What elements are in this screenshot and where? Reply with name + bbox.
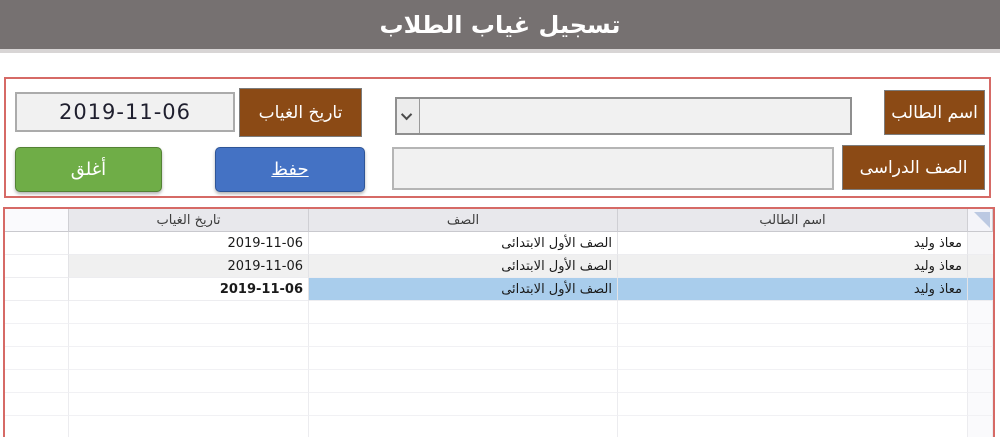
empty-row: [5, 393, 993, 416]
class-cell[interactable]: الصف الأول الابتدائى: [309, 232, 618, 255]
student-name-combobox-value: [420, 99, 850, 133]
table-row-selected[interactable]: 2019-11-06 الصف الأول الابتدائى معاذ ولي…: [5, 278, 993, 301]
empty-row: [5, 416, 993, 437]
filler-column-header: [5, 209, 69, 232]
class-cell[interactable]: الصف الأول الابتدائى: [309, 278, 618, 301]
page-title: تسجيل غياب الطلاب: [379, 10, 621, 39]
table-row[interactable]: 2019-11-06 الصف الأول الابتدائى معاذ ولي…: [5, 255, 993, 278]
student-name-cell[interactable]: معاذ وليد: [618, 278, 968, 301]
chevron-down-icon: [400, 108, 413, 121]
filler-cell: [5, 232, 69, 255]
grid-header-row: تاريخ الغياب الصف اسم الطالب: [5, 209, 993, 232]
row-header-cell[interactable]: [968, 255, 993, 278]
empty-row: [5, 347, 993, 370]
absence-date-column-header[interactable]: تاريخ الغياب: [69, 209, 309, 232]
table-row[interactable]: 2019-11-06 الصف الأول الابتدائى معاذ ولي…: [5, 232, 993, 255]
absence-records-grid: تاريخ الغياب الصف اسم الطالب 2019-11-06 …: [3, 207, 995, 437]
save-button[interactable]: حفظ: [215, 147, 365, 192]
absence-date-cell-current[interactable]: 2019-11-06: [69, 278, 309, 301]
combobox-dropdown-button[interactable]: [397, 99, 420, 133]
student-name-label: اسم الطالب: [884, 90, 985, 135]
class-cell[interactable]: الصف الأول الابتدائى: [309, 255, 618, 278]
select-all-triangle-icon: [974, 212, 990, 228]
empty-row: [5, 301, 993, 324]
absence-date-cell[interactable]: 2019-11-06: [69, 232, 309, 255]
student-name-column-header[interactable]: اسم الطالب: [618, 209, 968, 232]
class-label: الصف الدراسى: [842, 145, 985, 190]
title-bar: تسجيل غياب الطلاب: [0, 0, 1000, 49]
absence-date-cell[interactable]: 2019-11-06: [69, 255, 309, 278]
filler-cell: [5, 255, 69, 278]
absence-date-label: تاريخ الغياب: [239, 88, 362, 137]
student-name-combobox[interactable]: [395, 97, 852, 135]
empty-row: [5, 324, 993, 347]
absence-form-panel: اسم الطالب تاريخ الغياب 2019-11-06 الصف …: [4, 77, 991, 198]
close-button[interactable]: أغلق: [15, 147, 162, 192]
class-column-header[interactable]: الصف: [309, 209, 618, 232]
class-field[interactable]: [392, 147, 834, 190]
title-bar-divider: [0, 49, 1000, 53]
row-header-cell[interactable]: [968, 278, 993, 301]
student-name-cell[interactable]: معاذ وليد: [618, 255, 968, 278]
filler-cell: [5, 278, 69, 301]
row-header-cell[interactable]: [968, 232, 993, 255]
absence-date-field[interactable]: 2019-11-06: [15, 92, 235, 132]
student-name-cell[interactable]: معاذ وليد: [618, 232, 968, 255]
select-all-header[interactable]: [968, 209, 993, 232]
empty-row: [5, 370, 993, 393]
